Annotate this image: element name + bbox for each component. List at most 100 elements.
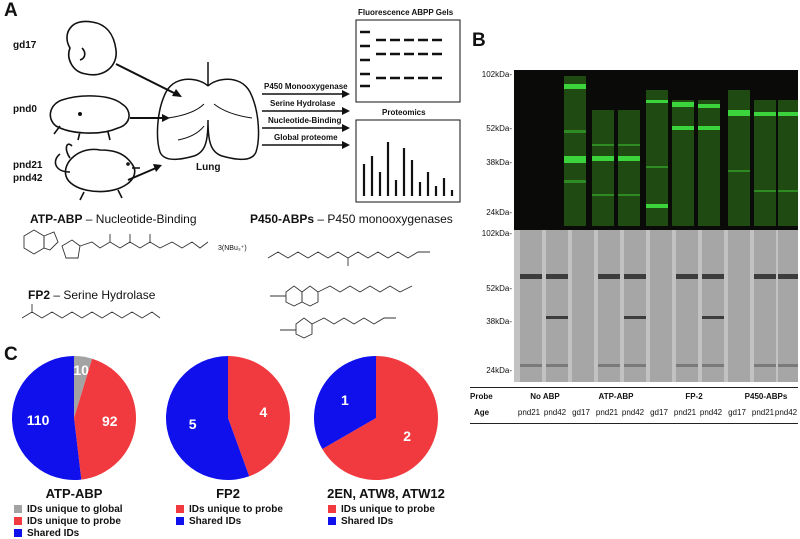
panel-b-letter: B [472,30,486,51]
pie-slice [228,356,290,477]
fp2-class: – Serine Hydrolase [50,288,156,302]
p450-name: P450-ABPs [250,212,315,226]
legend-swatch-gray [14,505,22,513]
pie-slice-label: 4 [260,404,268,420]
panel-a-schematic [21,19,461,339]
pie-chart-fp2: 45 [165,356,290,480]
mw-top-24: 24kDa- [486,208,512,217]
panel-a-letter: A [4,0,18,21]
p450-abp-structures [267,251,430,339]
legend-swatch-blue [176,517,184,525]
gel-schematic-box [355,19,461,103]
legend-swatch-blue [14,529,22,537]
proteomics-output-title: Proteomics [382,108,426,117]
legend-label: Shared IDs [189,515,242,527]
legend-swatch-red [328,505,336,513]
age-row: pnd21 pnd42 gd17 pnd21 pnd42 gd17 pnd21 … [514,408,798,418]
legend-fp2: IDs unique to probe Shared IDs [176,503,283,527]
legend-swatch-blue [328,517,336,525]
age-cell: pnd21 [517,408,541,417]
mw-top-38: 38kDa- [486,158,512,167]
legend-label: IDs unique to probe [27,515,121,527]
age-cell: pnd21 [751,408,775,417]
legend-label: IDs unique to probe [189,503,283,515]
atp-abp-class: – Nucleotide-Binding [82,212,197,226]
arrow-label-global: Global proteome [274,133,338,142]
arrow-label-serine: Serine Hydrolase [270,99,336,108]
probe-row-label: Probe [470,392,493,401]
table-top-rule [470,387,798,388]
organ-label: Lung [196,162,221,173]
probe-header-atp-abp: ATP-ABP [598,392,634,401]
pie-title-atp-abp: ATP-ABP [45,486,103,501]
age-cell: pnd21 [673,408,697,417]
proteomics-schematic-box [355,119,461,203]
age-cell: gd17 [728,408,746,417]
animal-label-gd17: gd17 [13,40,37,51]
animal-label-pnd0: pnd0 [13,104,37,115]
pie-slice-label: 92 [102,413,118,429]
p450-class: – P450 monooxygenases [314,212,453,226]
pie-title-fp2: FP2 [216,486,240,501]
legend-swatch-red [14,517,22,525]
atp-abp-caption: ATP-ABP – Nucleotide-Binding [30,212,197,226]
mw-top-102: 102kDa- [481,70,512,79]
pie-slice-label: 2 [403,428,411,444]
pie-slice [74,356,93,418]
legend-swatch-red [176,505,184,513]
probe-header-fp2: FP-2 [685,392,703,401]
p450-caption: P450-ABPs – P450 monooxygenases [250,212,453,226]
table-bottom-rule [470,423,798,424]
pie-chart-2en-atw: 21 [314,356,438,480]
fp2-caption: FP2 – Serine Hydrolase [28,288,155,302]
fp2-name: FP2 [28,288,51,302]
pie-slice-label: 110 [27,412,50,428]
pie-chart-atp-abp: 10 92 110 [11,356,136,480]
mw-bottom-52: 52kDa- [486,284,512,293]
pie-slice-label: 10 [73,362,89,378]
pie-title-2en-atw: 2EN, ATW8, ATW12 [327,486,445,501]
legend-label: Shared IDs [27,527,80,539]
arrow-label-p450: P450 Monooxygenase [264,82,348,91]
animal-label-pnd42: pnd42 [13,173,43,184]
legend-label: IDs unique to global [27,503,123,515]
age-cell: pnd21 [595,408,619,417]
age-cell: gd17 [572,408,590,417]
fetus-drawing [66,20,117,76]
age-cell: pnd42 [543,408,567,417]
pup-drawing [49,95,130,141]
atp-abp-salt: 3(NBu₃⁺) [218,245,247,252]
pie-slice-label: 1 [341,392,349,408]
mw-bottom-102: 102kDa- [481,229,512,238]
pie-slice [11,356,82,480]
age-cell: pnd42 [621,408,645,417]
pie-slice-label: 5 [189,416,197,432]
fluorescence-gel-image [514,70,798,230]
age-cell: gd17 [650,408,668,417]
pie-slice [314,356,376,449]
atp-abp-structure [23,229,209,259]
adult-rat-drawing [54,143,140,201]
pie-slice [74,358,136,480]
fp2-structure [21,304,161,319]
gel-output-title: Fluorescence ABPP Gels [358,8,454,17]
animal-label-pnd21: pnd21 [13,160,43,171]
pie-slice [322,356,438,480]
age-cell: pnd42 [774,408,798,417]
age-cell: pnd42 [699,408,723,417]
probe-header-no-abp: No ABP [530,392,560,401]
legend-2en-atw: IDs unique to probe Shared IDs [328,503,435,527]
age-row-label: Age [474,408,490,417]
probe-header-p450: P450-ABPs [744,392,788,401]
panel-c-letter: C [4,344,18,365]
mw-top-52: 52kDa- [486,124,512,133]
lung-drawing [156,62,260,160]
pie-slice [165,356,250,480]
arrow-label-nucleotide: Nucleotide-Binding [268,116,342,125]
total-protein-gel-image [514,230,798,382]
legend-atp-abp: IDs unique to global IDs unique to probe… [14,503,123,539]
atp-abp-name: ATP-ABP [30,212,83,226]
legend-label: IDs unique to probe [341,503,435,515]
legend-label: Shared IDs [341,515,394,527]
